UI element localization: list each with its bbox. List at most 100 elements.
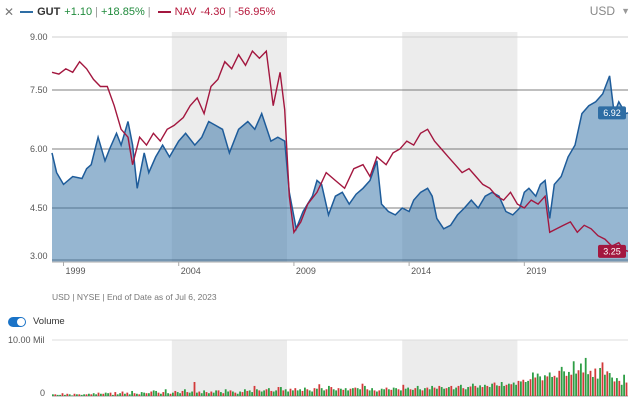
volume-bar bbox=[78, 394, 81, 396]
volume-bar bbox=[354, 387, 357, 396]
volume-bar bbox=[371, 388, 373, 396]
volume-bar bbox=[532, 372, 534, 396]
volume-bar bbox=[188, 392, 191, 396]
volume-bar bbox=[76, 394, 78, 396]
volume-bar bbox=[66, 393, 69, 396]
volume-bar bbox=[378, 390, 381, 396]
volume-bar bbox=[508, 383, 510, 396]
volume-bar bbox=[100, 393, 102, 396]
gut-last-value: 6.92 bbox=[603, 108, 621, 118]
volume-bar bbox=[224, 389, 227, 396]
nav-last-value: 3.25 bbox=[603, 246, 621, 256]
volume-bar bbox=[229, 390, 232, 396]
volume-bar bbox=[510, 384, 513, 396]
gut-ticker[interactable]: GUT bbox=[37, 6, 61, 18]
volume-bar bbox=[73, 393, 76, 396]
volume-bar bbox=[212, 392, 215, 396]
volume-bar bbox=[380, 388, 383, 396]
volume-bar bbox=[68, 394, 71, 396]
volume-bar bbox=[352, 388, 354, 396]
volume-bar bbox=[140, 392, 143, 396]
volume-bar bbox=[534, 377, 537, 396]
volume-bar bbox=[460, 384, 462, 396]
volume-bar bbox=[124, 393, 126, 396]
volume-toggle[interactable]: Volume bbox=[8, 316, 65, 327]
volume-bar bbox=[568, 371, 570, 396]
volume-bar bbox=[491, 383, 493, 396]
volume-bar bbox=[529, 379, 532, 396]
volume-bar bbox=[400, 390, 402, 396]
x-tick-label: 1999 bbox=[66, 266, 86, 276]
volume-bar bbox=[148, 393, 150, 396]
volume-bar bbox=[160, 393, 162, 396]
volume-bar bbox=[133, 393, 136, 396]
volume-bar bbox=[416, 385, 419, 396]
x-tick-label: 2004 bbox=[181, 266, 201, 276]
volume-bar bbox=[424, 388, 426, 396]
volume-bar bbox=[227, 391, 229, 396]
volume-bar bbox=[64, 394, 66, 396]
volume-bar bbox=[474, 385, 477, 396]
volume-bar bbox=[191, 391, 193, 396]
gut-change: +1.10 bbox=[64, 6, 93, 18]
volume-bar bbox=[436, 388, 438, 396]
volume-bar bbox=[248, 390, 251, 396]
volume-bar bbox=[572, 361, 575, 396]
currency-selector[interactable]: USD ▼ bbox=[590, 4, 630, 18]
volume-bar bbox=[246, 390, 249, 396]
volume-bar bbox=[85, 394, 88, 396]
volume-bar bbox=[200, 393, 203, 396]
volume-y-tick-max: 10.00 Mil bbox=[8, 335, 45, 345]
volume-bar bbox=[599, 368, 601, 396]
volume-bar bbox=[328, 385, 330, 396]
volume-bar bbox=[383, 389, 385, 396]
volume-bar bbox=[306, 389, 309, 396]
volume-bar bbox=[280, 387, 282, 396]
volume-bar bbox=[395, 388, 397, 396]
volume-toggle-label: Volume bbox=[33, 316, 65, 327]
volume-bar bbox=[486, 385, 489, 396]
volume-bar bbox=[560, 366, 563, 396]
volume-bar bbox=[263, 390, 265, 396]
close-icon[interactable]: ✕ bbox=[4, 5, 15, 19]
volume-bar bbox=[275, 390, 277, 396]
volume-bar bbox=[220, 392, 222, 396]
volume-bar bbox=[92, 393, 95, 396]
chart-legend: ✕ GUT +1.10 | +18.85% | NAV -4.30 | -56.… bbox=[4, 5, 276, 19]
volume-bar bbox=[524, 382, 527, 396]
volume-bar bbox=[488, 387, 491, 396]
volume-bar bbox=[138, 394, 141, 396]
volume-bar bbox=[174, 390, 177, 396]
volume-bar bbox=[616, 378, 618, 396]
nav-label[interactable]: NAV bbox=[174, 6, 197, 18]
volume-bar bbox=[364, 385, 366, 396]
gut-last-badge bbox=[598, 106, 626, 120]
volume-bar bbox=[575, 373, 577, 396]
volume-bar bbox=[256, 389, 258, 396]
volume-bar bbox=[284, 389, 287, 396]
volume-bar bbox=[241, 392, 244, 396]
volume-bar bbox=[376, 391, 378, 396]
volume-bar bbox=[522, 379, 525, 396]
volume-bar bbox=[316, 388, 318, 396]
volume-bar bbox=[215, 390, 217, 396]
volume-bar bbox=[546, 376, 549, 396]
volume-bar bbox=[164, 389, 167, 396]
x-tick-label: 2019 bbox=[526, 266, 546, 276]
volume-bar bbox=[344, 388, 347, 396]
toggle-switch[interactable] bbox=[8, 316, 26, 327]
volume-bar bbox=[181, 390, 184, 396]
volume-bar bbox=[52, 394, 54, 396]
volume-bar bbox=[484, 384, 486, 396]
volume-bar bbox=[448, 387, 450, 396]
volume-bar bbox=[128, 394, 131, 396]
volume-bar bbox=[438, 385, 441, 396]
volume-bar bbox=[217, 390, 220, 396]
volume-bar bbox=[208, 393, 210, 396]
volume-bar bbox=[587, 374, 589, 396]
volume-bar bbox=[457, 385, 460, 396]
volume-bar bbox=[102, 393, 105, 396]
volume-bar bbox=[347, 390, 349, 396]
nav-last-badge bbox=[598, 244, 626, 258]
